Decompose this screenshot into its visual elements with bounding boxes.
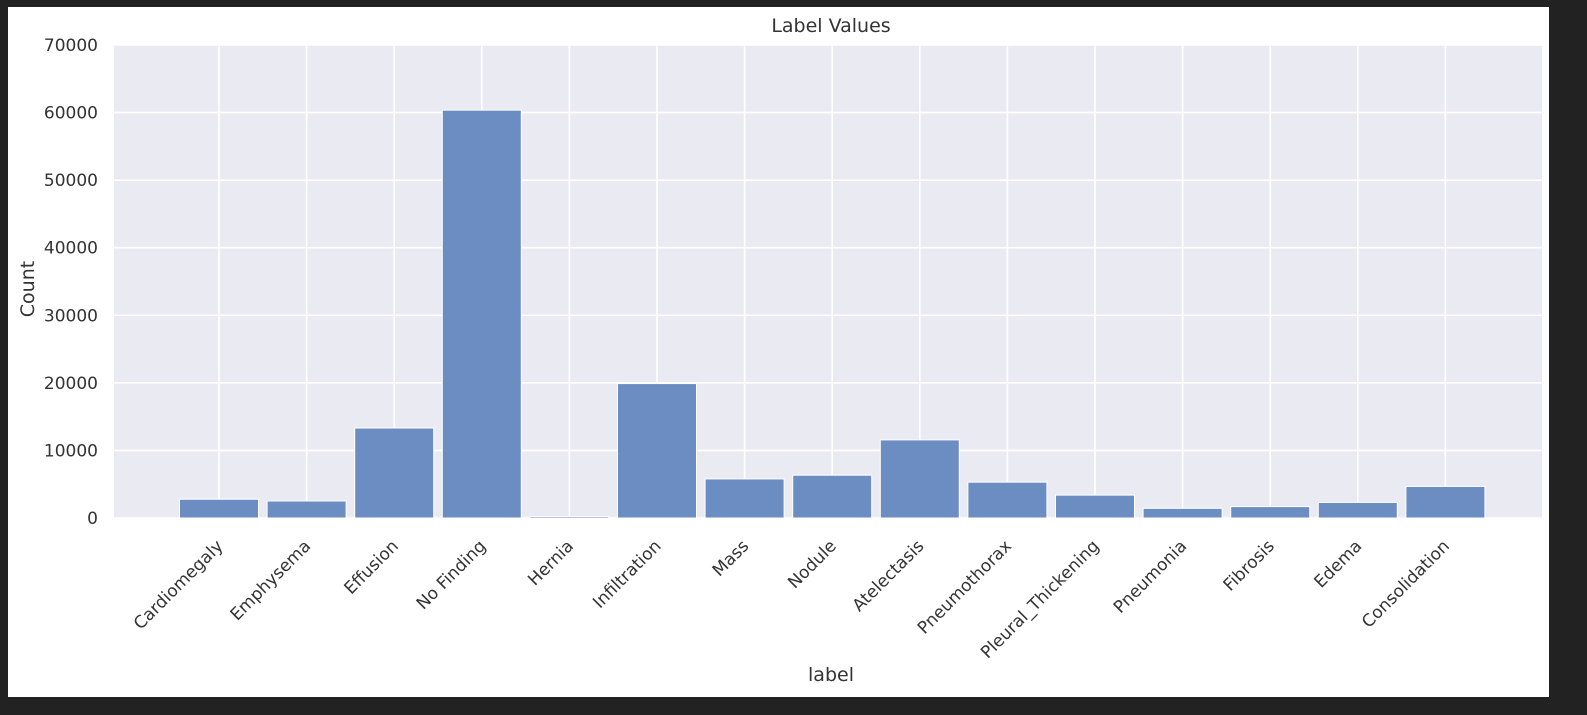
y-tick-label: 60000 — [44, 104, 98, 124]
bar-mass — [704, 478, 785, 519]
x-tick-label: Atelectasis — [849, 536, 929, 616]
x-tick-label: Consolidation — [1358, 536, 1454, 632]
y-tick-label: 70000 — [44, 36, 98, 56]
x-tick-label: Effusion — [341, 536, 403, 598]
bar-emphysema — [266, 500, 347, 519]
bar-infiltration — [617, 383, 697, 519]
x-axis-label: label — [808, 664, 854, 686]
bar-effusion — [354, 427, 435, 519]
bar-hernia — [529, 515, 610, 519]
bar-chart: 0 10000 20000 30000 40000 50000 60000 70000 Car… — [17, 15, 1542, 686]
x-tick-label: No Finding — [413, 536, 491, 614]
y-tick-label: 30000 — [44, 306, 98, 326]
bar-atelectasis — [879, 439, 960, 519]
y-axis-label: Count — [17, 261, 39, 317]
y-tick-label: 20000 — [44, 374, 98, 394]
x-tick-label: Hernia — [524, 536, 578, 590]
x-tick-label: Pneumonia — [1110, 536, 1191, 617]
x-tick-label: Fibrosis — [1220, 536, 1279, 595]
bar-pneumonia — [1142, 507, 1223, 519]
bar-fibrosis — [1230, 506, 1311, 519]
bar-pleural-thickening — [1055, 494, 1135, 519]
y-tick-labels: 0 10000 20000 30000 40000 50000 60000 70000 — [44, 36, 98, 529]
y-tick-label: 50000 — [44, 171, 98, 191]
bar-nodule — [792, 474, 873, 519]
bar-edema — [1317, 501, 1398, 519]
x-tick-label: Cardiomegaly — [130, 536, 228, 634]
bar-consolidation — [1405, 485, 1486, 519]
bar-pneumothorax — [967, 481, 1048, 519]
y-tick-label: 10000 — [44, 441, 98, 461]
x-tick-label: Pneumothorax — [914, 536, 1016, 638]
figure-frame: 0 10000 20000 30000 40000 50000 60000 70000 Car… — [8, 7, 1549, 697]
chart-title: Label Values — [771, 15, 890, 37]
bar-no-finding — [441, 109, 522, 519]
plot-area — [114, 45, 1542, 518]
x-tick-label: Edema — [1310, 536, 1366, 592]
bar-cardiomegaly — [179, 498, 259, 519]
bars — [179, 109, 1486, 519]
y-tick-label: 40000 — [44, 239, 98, 259]
x-tick-label: Nodule — [784, 536, 840, 592]
x-tick-label: Infiltration — [589, 536, 665, 612]
x-tick-label: Emphysema — [227, 536, 316, 625]
y-tick-label: 0 — [87, 509, 98, 529]
x-tick-label: Mass — [709, 536, 754, 581]
x-tick-labels: Cardiomegaly Emphysema Effusion No Finding H… — [130, 536, 1454, 663]
